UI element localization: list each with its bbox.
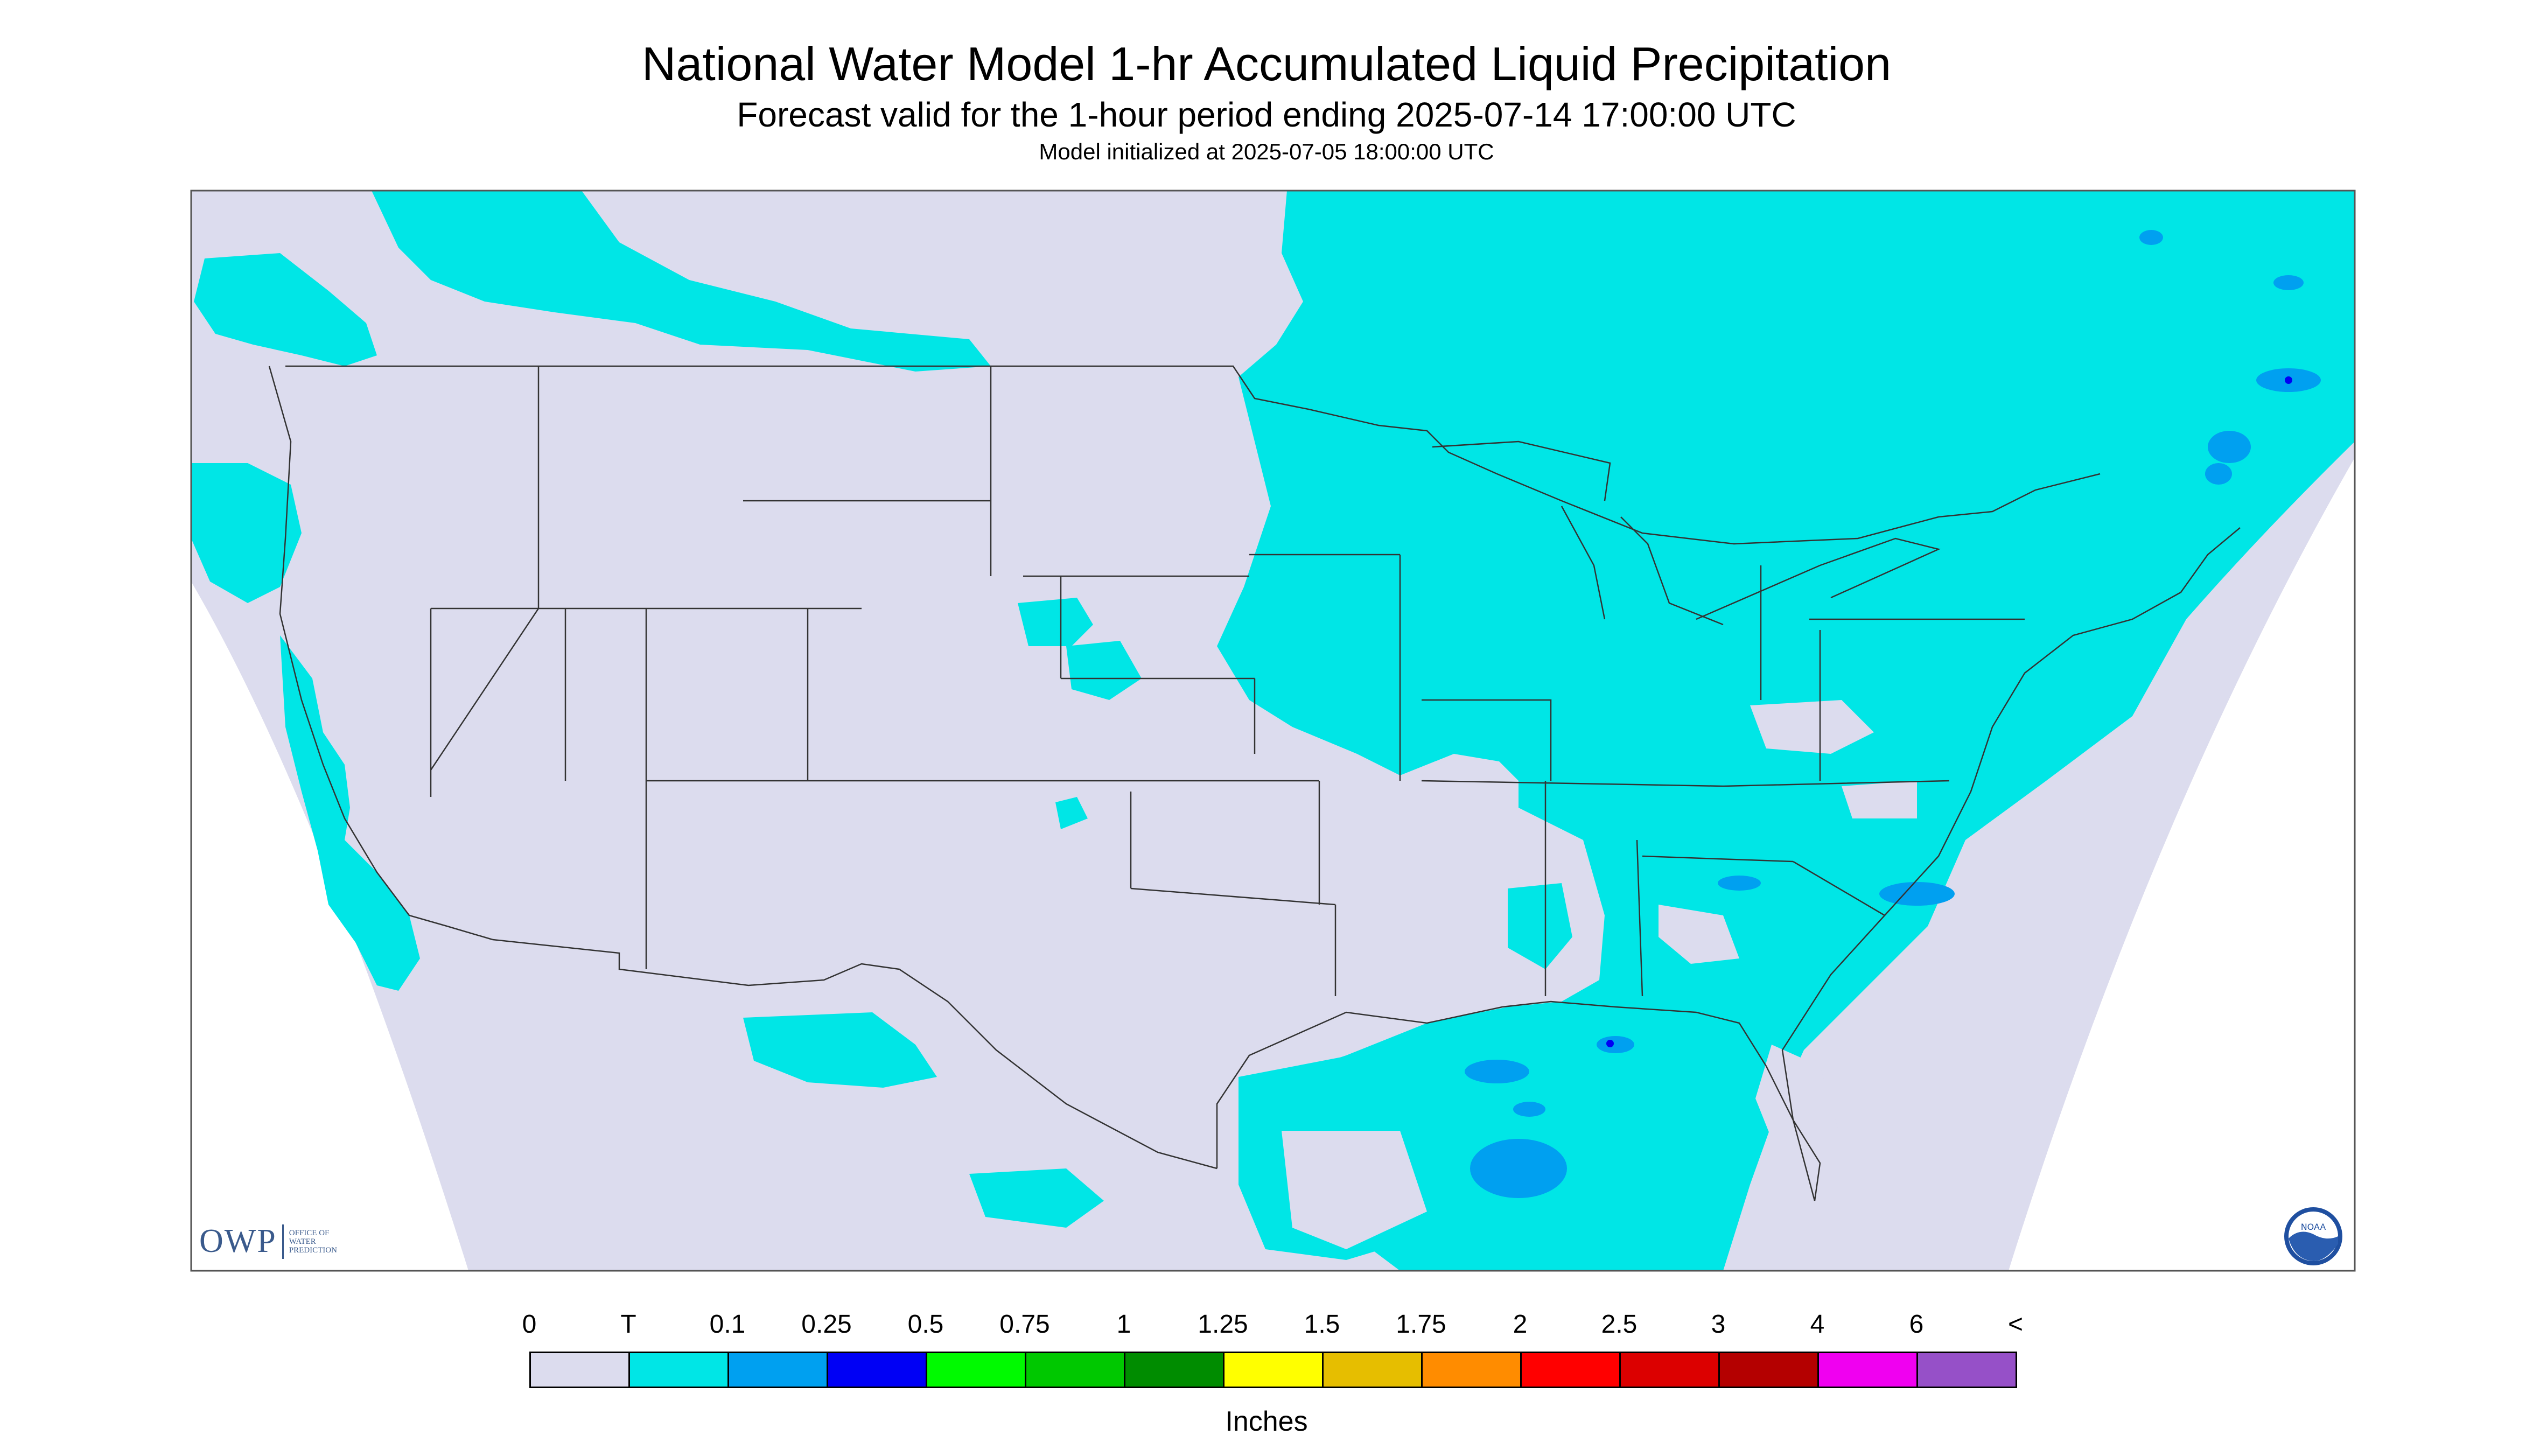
legend-tick-label: 1.25 (1198, 1310, 1248, 1339)
color-bar-cell (1621, 1353, 1720, 1387)
legend-tick-label: 0.25 (801, 1310, 852, 1339)
owp-sub-line-1: OFFICE OF (289, 1228, 330, 1237)
legend-tick-label: < (2007, 1310, 2024, 1339)
noaa-logo-icon: NOAA (2284, 1207, 2342, 1265)
color-bar-cell (1026, 1353, 1125, 1387)
color-bar-cell (1423, 1353, 1522, 1387)
legend-tick-label: T (620, 1310, 636, 1339)
owp-logo: OWP OFFICE OF WATER PREDICTION (199, 1222, 337, 1261)
legend-tick-label: 2 (1513, 1310, 1528, 1339)
color-bar-cell (1324, 1353, 1423, 1387)
legend-tick-label: 1.5 (1304, 1310, 1340, 1339)
color-bar-cell (1125, 1353, 1224, 1387)
legend-tick-label: 6 (1909, 1310, 1924, 1339)
color-bar-cell (1224, 1353, 1324, 1387)
color-bar-cell (1720, 1353, 1819, 1387)
legend-tick-label: 1.75 (1396, 1310, 1446, 1339)
legend-tick-label: 0.1 (709, 1310, 746, 1339)
map-frame (190, 190, 2356, 1272)
dry-pockets (1282, 700, 2014, 1249)
color-bar-cell (531, 1353, 630, 1387)
legend-tick-label: 0.75 (999, 1310, 1050, 1339)
map-subtitle: Forecast valid for the 1-hour period end… (737, 95, 1796, 134)
owp-logo-divider (282, 1224, 284, 1259)
owp-logo-text: OWP (199, 1223, 277, 1259)
state-boundaries (268, 365, 2241, 1201)
owp-sub-line-3: PREDICTION (289, 1245, 337, 1255)
color-bar-cell (630, 1353, 729, 1387)
owp-logo-subtext: OFFICE OF WATER PREDICTION (289, 1229, 337, 1255)
legend-units: Inches (1225, 1406, 1308, 1437)
legend-tick-label: 3 (1711, 1310, 1726, 1339)
legend-tick-label: 0 (522, 1310, 537, 1339)
noaa-logo-text: NOAA (2301, 1222, 2326, 1232)
model-init-line: Model initialized at 2025-07-05 18:00:00… (1039, 139, 1494, 164)
color-bar-cell (1819, 1353, 1918, 1387)
precipitation-map (190, 190, 2356, 1272)
legend-tick-label: 0.5 (907, 1310, 944, 1339)
heavy-precip-spots (1606, 376, 2292, 1047)
legend-tick-labels: 0 T 0.1 0.25 0.5 0.75 1 1.25 1.5 1.75 2 2.5 3 4 6 < (0, 1310, 2533, 1347)
owp-sub-line-2: WATER (289, 1237, 316, 1246)
legend-tick-label: 2.5 (1601, 1310, 1638, 1339)
color-bar-cell (828, 1353, 927, 1387)
color-bar-cell (927, 1353, 1026, 1387)
legend-tick-label: 4 (1810, 1310, 1825, 1339)
color-bar-cell (1522, 1353, 1621, 1387)
color-bar-cell (729, 1353, 828, 1387)
color-bar-cell (1918, 1353, 2016, 1387)
color-bar (529, 1352, 2017, 1388)
map-title: National Water Model 1-hr Accumulated Li… (641, 37, 1892, 90)
legend-tick-label: 1 (1116, 1310, 1131, 1339)
